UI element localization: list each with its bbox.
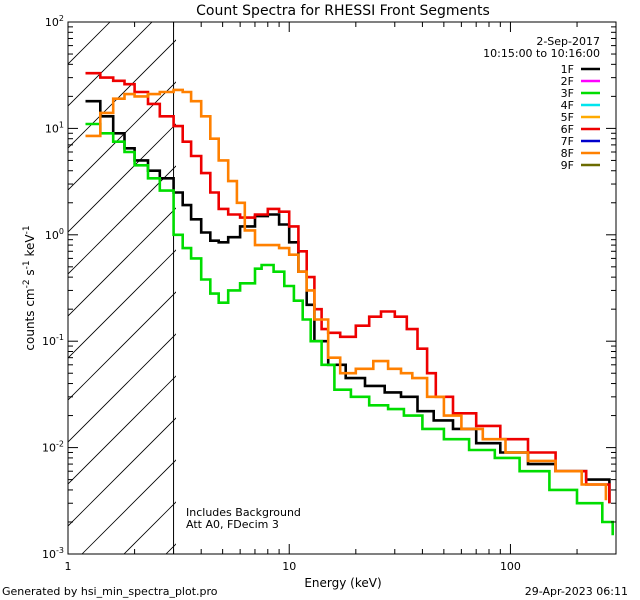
- series-3F: [85, 122, 614, 536]
- hatch-line: [68, 39, 176, 149]
- hatch-line: [68, 249, 176, 359]
- legend-label-5F: 5F: [561, 111, 574, 124]
- x-tick-label: 1: [65, 560, 72, 573]
- x-axis-label: Energy (keV): [304, 576, 381, 590]
- legend-label-3F: 3F: [561, 87, 574, 100]
- hatch-line: [68, 22, 153, 107]
- y-tick-label: 102: [45, 14, 64, 29]
- series-8F: [85, 88, 608, 501]
- plot-frame: [67, 21, 617, 555]
- y-tick-label: 100: [45, 227, 64, 242]
- hatch-line: [68, 207, 176, 317]
- legend-label-9F: 9F: [561, 159, 574, 172]
- y-axis-label: counts cm-2 s-1 keV-1: [22, 225, 37, 350]
- legend-label-4F: 4F: [561, 99, 574, 112]
- chart-title: Count Spectra for RHESSI Front Segments: [196, 3, 490, 19]
- legend-time-range: 10:15:00 to 10:16:00: [483, 47, 600, 60]
- annotation-attenuator: Att A0, FDecim 3: [186, 518, 279, 531]
- shaded-region: [68, 22, 176, 554]
- footer-generated-by: Generated by hsi_min_spectra_plot.pro: [2, 585, 218, 598]
- legend-label-2F: 2F: [561, 75, 574, 88]
- hatch-line: [68, 375, 176, 485]
- x-tick-label: 100: [500, 560, 521, 573]
- hatch-line: [68, 81, 176, 191]
- legend-label-1F: 1F: [561, 63, 574, 76]
- y-tick-label: 10-3: [42, 546, 64, 561]
- annotation-background: Includes Background: [186, 506, 301, 519]
- legend-label-7F: 7F: [561, 135, 574, 148]
- hatch-line: [68, 417, 176, 527]
- series-6F: [85, 71, 611, 504]
- y-tick-label: 10-2: [42, 440, 64, 455]
- legend-label-8F: 8F: [561, 147, 574, 160]
- y-tick-label: 10-1: [42, 333, 64, 348]
- x-tick-label: 10: [282, 560, 296, 573]
- footer-timestamp: 29-Apr-2023 06:11: [525, 585, 628, 598]
- hatch-line: [81, 459, 176, 554]
- y-tick-label: 101: [45, 120, 64, 135]
- legend-date: 2-Sep-2017: [536, 35, 600, 48]
- legend-label-6F: 6F: [561, 123, 574, 136]
